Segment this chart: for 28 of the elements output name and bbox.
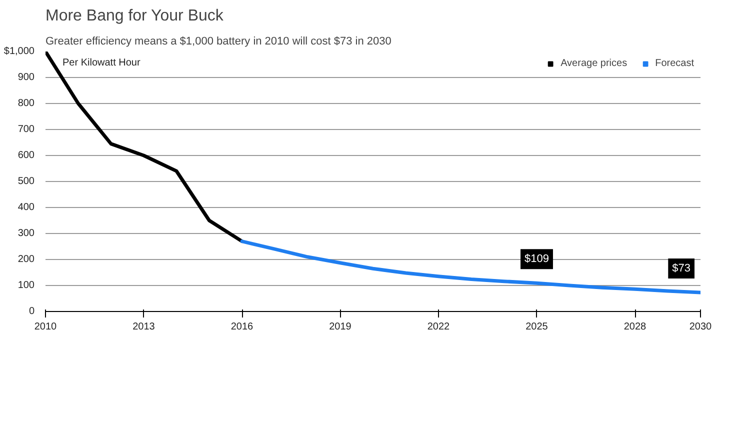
x-tick-label: 2025 [526, 322, 548, 332]
legend-label: Average prices [560, 57, 628, 69]
chart-title: More Bang for Your Buck [46, 8, 224, 24]
legend-label: Forecast [655, 57, 694, 69]
y-tick-label: 100 [18, 280, 35, 291]
y-tick-label: 900 [18, 72, 35, 83]
y-tick-label: 300 [18, 228, 35, 239]
chart-subtitle: Greater efficiency means a $1,000 battery in 2010 will cost $73 in 2030 [46, 36, 392, 48]
y-tick-label: 700 [18, 124, 35, 135]
x-tick-label: 2022 [427, 322, 450, 332]
x-tick-label: 2013 [132, 322, 156, 332]
line-series [46, 52, 244, 244]
annotation: $73 [672, 262, 691, 275]
y-tick-label: 800 [18, 98, 35, 109]
x-tick-label: 2016 [230, 322, 254, 332]
x-tick-label: 2010 [34, 322, 58, 332]
annotation: $109 [524, 253, 549, 266]
y-tick-label: $1,000 [4, 46, 35, 57]
line-series [240, 240, 700, 294]
y-tick-label: 0 [28, 306, 35, 317]
x-tick-label: 2019 [329, 322, 352, 332]
annotation: Per Kilowatt Hour [62, 58, 141, 68]
x-tick-label: 2030 [689, 322, 712, 332]
y-tick-label: 500 [18, 176, 35, 187]
y-tick-label: 400 [18, 202, 35, 213]
x-tick-label: 2028 [624, 322, 647, 332]
y-tick-label: 200 [18, 254, 35, 265]
y-tick-label: 600 [18, 150, 35, 161]
